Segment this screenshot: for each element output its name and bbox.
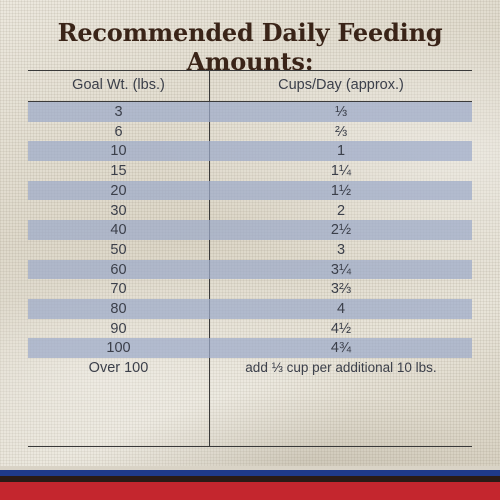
goal-weight-cell: 30 [110, 202, 127, 219]
cups-per-day-cell: 3¼ [330, 261, 352, 278]
cups-per-day-cell: ⅓ [334, 104, 348, 120]
cups-per-day-cell: 4½ [330, 320, 352, 337]
stripe-red [0, 482, 500, 500]
goal-weight-cell: 60 [110, 261, 127, 278]
cups-per-day-cell: 1¼ [330, 163, 352, 180]
goal-weight-cell: 40 [110, 222, 127, 239]
stripe-dark [0, 476, 500, 482]
cups-per-day-cell: 3⅔ [330, 281, 352, 298]
table-row: 90 4½ [28, 319, 472, 339]
cups-per-day-cell: 4 [336, 301, 346, 317]
page-title: Recommended Daily Feeding Amounts: [57, 18, 443, 76]
header-cups-per-day: Cups/Day (approx.) [278, 77, 404, 93]
cups-per-day-cell: ⅔ [334, 123, 348, 140]
goal-weight-cell: 100 [106, 340, 131, 357]
cups-per-day-cell: 2 [336, 202, 346, 219]
cups-per-day-cell: 1 [336, 143, 346, 160]
goal-weight-cell: 3 [114, 104, 123, 120]
table-row: 15 1¼ [28, 161, 472, 181]
table-row: 40 2½ [28, 220, 472, 240]
header-goal-weight: Goal Wt. (lbs.) [72, 77, 165, 93]
cups-per-day-cell: 4¾ [330, 340, 352, 357]
cups-per-day-cell: 2½ [330, 222, 352, 239]
stripe-blue [0, 470, 500, 476]
cups-per-day-cell: 1½ [330, 182, 352, 199]
header-rule [28, 101, 472, 102]
brand-stripes [0, 466, 500, 500]
table-bottom-rule [28, 446, 472, 447]
table-row: 20 1½ [28, 180, 472, 201]
table-row: Over 100 add ⅓ cup per additional 10 lbs. [28, 358, 472, 378]
cups-per-day-cell: add ⅓ cup per additional 10 lbs. [245, 360, 437, 376]
column-divider [209, 70, 210, 447]
table-row: 60 3¼ [28, 259, 472, 280]
table-row: 10 1 [28, 141, 472, 162]
table-row: 100 4¾ [28, 338, 472, 359]
table-top-rule [28, 70, 472, 71]
table-row: 70 3⅔ [28, 279, 472, 299]
goal-weight-cell: 6 [114, 123, 123, 140]
goal-weight-cell: 50 [110, 241, 127, 258]
table-row: 30 2 [28, 201, 472, 221]
goal-weight-cell: Over 100 [88, 360, 149, 377]
goal-weight-cell: 15 [110, 163, 127, 180]
cups-per-day-cell: 3 [336, 241, 346, 258]
table-row: 50 3 [28, 240, 472, 260]
goal-weight-cell: 10 [110, 143, 127, 160]
stripe-gap [0, 466, 500, 470]
table-row: 80 4 [28, 299, 472, 319]
goal-weight-cell: 70 [110, 281, 127, 298]
goal-weight-cell: 90 [110, 320, 127, 337]
goal-weight-cell: 20 [110, 182, 127, 199]
goal-weight-cell: 80 [110, 301, 127, 317]
